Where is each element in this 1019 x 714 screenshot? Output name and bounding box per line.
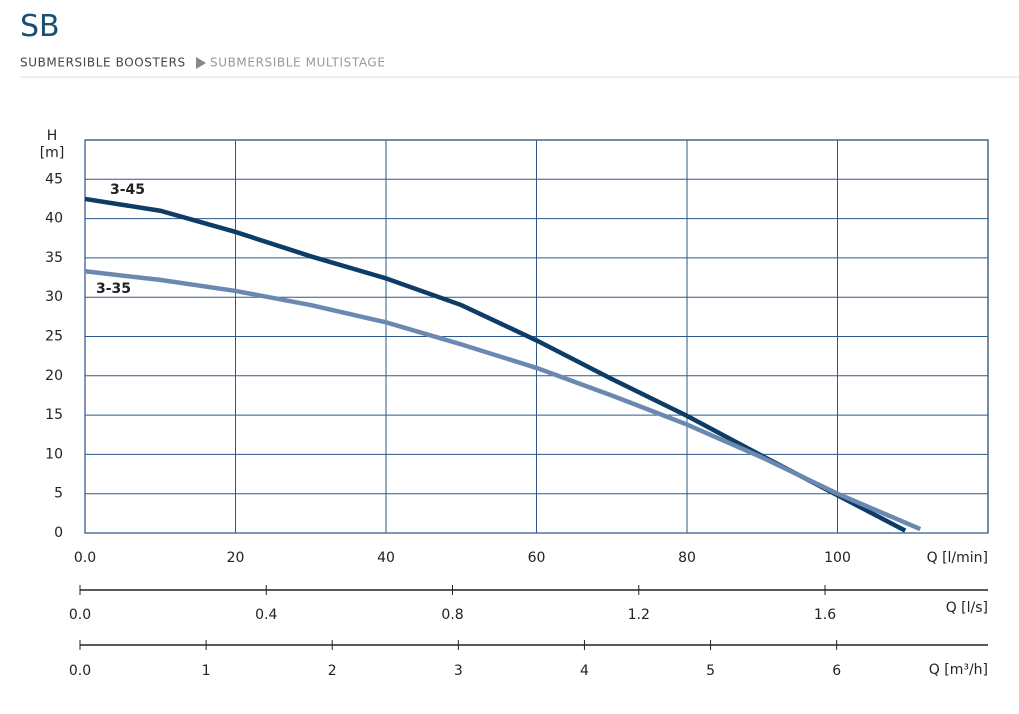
x-tick-label: 60	[528, 550, 546, 566]
x-tick-label: 0.8	[441, 607, 463, 623]
x-tick-label: 40	[377, 550, 395, 566]
x-tick-label: 0.0	[74, 550, 96, 566]
y-tick-label: 10	[45, 446, 63, 462]
breadcrumb-arrow	[196, 57, 206, 69]
y-tick-label: 30	[45, 289, 63, 305]
x-tick-label: 0.4	[255, 607, 277, 623]
x-axis-label: Q [l/s]	[946, 600, 988, 616]
x-tick-label: 4	[580, 663, 589, 679]
x-tick-label: 1.6	[814, 607, 836, 623]
breadcrumb: SUBMERSIBLE MULTISTAGE	[210, 56, 386, 70]
x-tick-label: 2	[328, 663, 337, 679]
series-label: 3-45	[110, 182, 145, 198]
x-tick-label: 6	[832, 663, 841, 679]
curve	[84, 196, 907, 533]
y-tick-label: 40	[45, 211, 63, 227]
x-tick-label: 0.0	[69, 607, 91, 623]
x-axis-label: Q [l/min]	[927, 550, 988, 566]
y-axis-label: H	[47, 128, 58, 144]
y-tick-label: 15	[45, 407, 63, 423]
y-tick-label: 45	[45, 171, 63, 187]
y-tick-label: 35	[45, 250, 63, 266]
x-tick-label: 5	[706, 663, 715, 679]
y-tick-label: 20	[45, 368, 63, 384]
x-tick-label: 3	[454, 663, 463, 679]
y-tick-label: 25	[45, 329, 63, 345]
y-tick-label: 5	[54, 486, 63, 502]
x-axis-label: Q [m³/h]	[929, 662, 988, 678]
x-tick-label: 0.0	[69, 663, 91, 679]
x-tick-label: 20	[227, 550, 245, 566]
x-tick-label: 1.2	[628, 607, 650, 623]
x-tick-label: 80	[678, 550, 696, 566]
series-label: 3-35	[96, 281, 131, 297]
curve	[84, 269, 922, 532]
y-tick-label: 0	[54, 525, 63, 541]
y-axis-unit: [m]	[40, 145, 65, 161]
breadcrumb: SUBMERSIBLE BOOSTERS	[20, 56, 186, 70]
x-tick-label: 100	[824, 550, 851, 566]
page-title: SB	[20, 9, 60, 44]
x-tick-label: 1	[202, 663, 211, 679]
